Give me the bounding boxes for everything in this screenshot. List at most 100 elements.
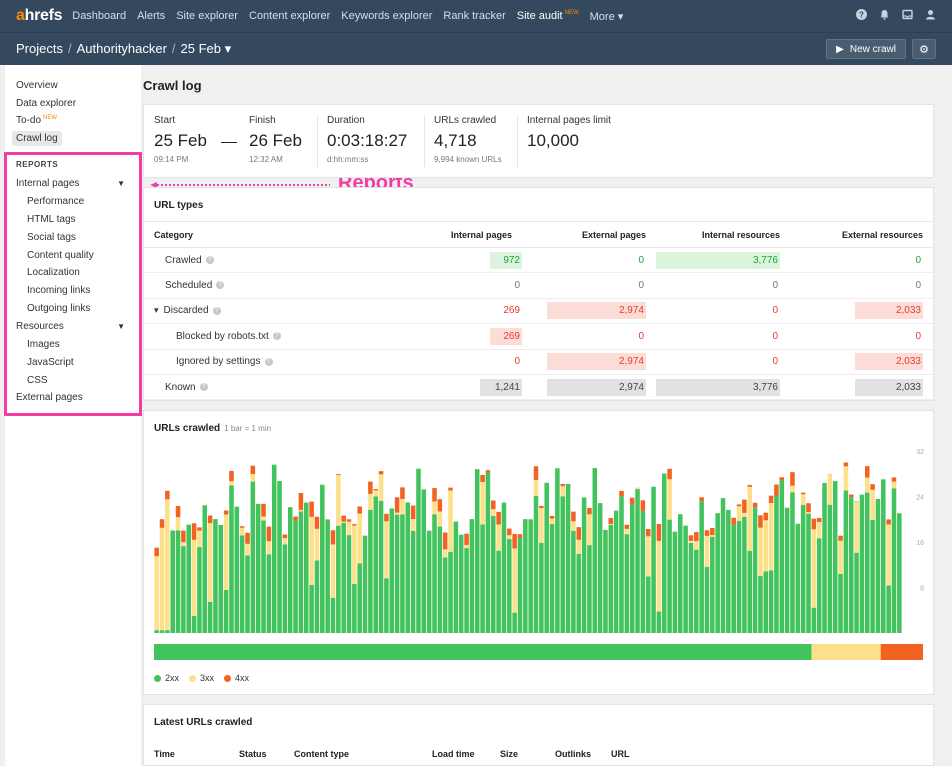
- chart-bar-2xx[interactable]: [250, 481, 256, 633]
- col-outlinks[interactable]: Outlinks: [555, 749, 592, 759]
- sidebar-item-performance[interactable]: Performance: [27, 196, 85, 207]
- cell-value[interactable]: 0: [915, 330, 921, 342]
- chart-bar-3xx[interactable]: [635, 487, 640, 490]
- chart-bar-2xx[interactable]: [875, 498, 881, 633]
- chart-bar-4xx[interactable]: [341, 515, 346, 522]
- chart-bar-2xx[interactable]: [512, 612, 517, 633]
- chart-bar-3xx[interactable]: [394, 512, 400, 515]
- cell-value[interactable]: 0: [638, 254, 644, 266]
- chart-bar-2xx[interactable]: [378, 500, 384, 633]
- chart-bar-4xx[interactable]: [480, 474, 485, 483]
- col-time[interactable]: Time: [154, 749, 175, 759]
- chart-bar-3xx[interactable]: [742, 512, 747, 517]
- chart-bar-2xx[interactable]: [304, 502, 309, 633]
- chart-bar-2xx[interactable]: [421, 489, 427, 633]
- chart-bar-4xx[interactable]: [314, 516, 320, 529]
- chart-bar-2xx[interactable]: [309, 584, 314, 633]
- chart-bar-3xx[interactable]: [496, 524, 501, 551]
- chart-bar-2xx[interactable]: [763, 571, 769, 633]
- chart-bar-2xx[interactable]: [747, 550, 752, 633]
- chart-bar-3xx[interactable]: [608, 523, 614, 525]
- chart-bar-3xx[interactable]: [197, 530, 202, 547]
- chart-bar-2xx[interactable]: [453, 521, 459, 633]
- chart-bar-4xx[interactable]: [539, 505, 544, 509]
- user-icon[interactable]: [924, 9, 936, 23]
- chart-bar-4xx[interactable]: [571, 511, 576, 522]
- chart-bar-4xx[interactable]: [742, 499, 747, 513]
- chart-bar-3xx[interactable]: [346, 521, 352, 536]
- chart-bar-2xx[interactable]: [245, 555, 250, 633]
- chart-bar-4xx[interactable]: [560, 483, 565, 487]
- cell-value[interactable]: 2,974: [547, 353, 646, 371]
- chart-bar-3xx[interactable]: [309, 516, 314, 585]
- chart-bar-3xx[interactable]: [261, 516, 266, 521]
- chart-bar-2xx[interactable]: [640, 510, 646, 633]
- chart-bar-2xx[interactable]: [405, 502, 411, 633]
- ahrefs-logo[interactable]: ahrefs: [16, 7, 63, 24]
- chart-bar-2xx[interactable]: [539, 542, 544, 633]
- chart-bar-2xx[interactable]: [491, 516, 496, 633]
- chart-bar-2xx[interactable]: [619, 496, 624, 633]
- chart-bar-4xx[interactable]: [710, 527, 715, 536]
- chart-bar-2xx[interactable]: [496, 550, 501, 633]
- chart-bar-2xx[interactable]: [822, 482, 827, 633]
- chart-bar-4xx[interactable]: [309, 501, 314, 517]
- nav-site-explorer[interactable]: Site explorer: [176, 10, 238, 22]
- chart-bar-4xx[interactable]: [245, 532, 250, 544]
- chart-bar-4xx[interactable]: [870, 484, 875, 490]
- chart-bar-4xx[interactable]: [854, 501, 859, 502]
- chart-bar-3xx[interactable]: [437, 511, 443, 527]
- chart-bar-2xx[interactable]: [442, 557, 448, 633]
- chart-bar-2xx[interactable]: [838, 573, 843, 633]
- sidebar-item-internal-pages[interactable]: Internal pages: [16, 178, 80, 189]
- chart-bar-3xx[interactable]: [266, 541, 272, 555]
- chart-bar-2xx[interactable]: [384, 578, 389, 633]
- chart-bar-2xx[interactable]: [613, 510, 619, 633]
- chart-bar-3xx[interactable]: [400, 498, 405, 515]
- chart-bar-2xx[interactable]: [202, 505, 208, 633]
- chart-bar-3xx[interactable]: [800, 494, 806, 505]
- chart-bar-3xx[interactable]: [816, 522, 822, 539]
- chart-bar-4xx[interactable]: [608, 517, 614, 524]
- chart-bar-4xx[interactable]: [533, 466, 539, 480]
- chart-bar-4xx[interactable]: [357, 506, 362, 514]
- chart-bar-3xx[interactable]: [378, 474, 384, 501]
- chevron-down-icon[interactable]: ▼: [117, 322, 125, 331]
- chart-bar-3xx[interactable]: [229, 481, 234, 486]
- chart-bar-3xx[interactable]: [587, 514, 592, 546]
- chart-bar-4xx[interactable]: [619, 490, 624, 497]
- chart-bar-3xx[interactable]: [624, 528, 630, 535]
- chart-bar-2xx[interactable]: [293, 520, 298, 633]
- chart-bar-3xx[interactable]: [357, 513, 362, 564]
- chart-bar-4xx[interactable]: [223, 510, 229, 515]
- chart-bar-4xx[interactable]: [656, 523, 662, 541]
- chart-bar-4xx[interactable]: [159, 519, 165, 528]
- chart-bar-3xx[interactable]: [239, 527, 245, 536]
- chart-bar-2xx[interactable]: [336, 525, 341, 633]
- chart-bar-3xx[interactable]: [710, 535, 715, 537]
- chart-bar-4xx[interactable]: [197, 527, 202, 531]
- chart-bar-3xx[interactable]: [811, 529, 817, 608]
- chart-bar-2xx[interactable]: [886, 585, 891, 633]
- chart-bar-3xx[interactable]: [806, 512, 811, 514]
- chart-bar-2xx[interactable]: [720, 498, 726, 633]
- chart-bar-2xx[interactable]: [255, 503, 261, 633]
- chart-bar-3xx[interactable]: [891, 481, 897, 489]
- chart-bar-2xx[interactable]: [560, 496, 565, 633]
- chart-bar-2xx[interactable]: [678, 514, 683, 633]
- chart-bar-2xx[interactable]: [688, 542, 694, 633]
- chart-bar-3xx[interactable]: [384, 521, 389, 579]
- chart-bar-3xx[interactable]: [448, 490, 453, 552]
- nav-keywords-explorer[interactable]: Keywords explorer: [341, 10, 433, 22]
- chart-bar-3xx[interactable]: [373, 490, 378, 497]
- chart-bar-4xx[interactable]: [774, 484, 779, 496]
- chart-bar-2xx[interactable]: [779, 480, 785, 633]
- summary-bar-2xx[interactable]: [154, 644, 812, 660]
- chart-bar-2xx[interactable]: [314, 560, 320, 633]
- chart-bar-2xx[interactable]: [795, 523, 801, 633]
- chart-bar-3xx[interactable]: [870, 489, 875, 520]
- chart-bar-4xx[interactable]: [266, 526, 272, 542]
- chart-bar-4xx[interactable]: [410, 505, 416, 520]
- chart-bar-4xx[interactable]: [437, 499, 443, 512]
- nav-content-explorer[interactable]: Content explorer: [248, 10, 331, 22]
